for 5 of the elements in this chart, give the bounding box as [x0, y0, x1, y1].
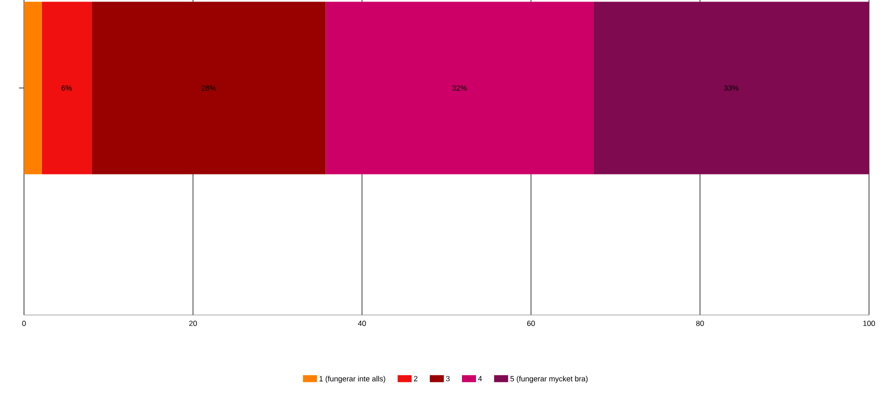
bar — [42, 2, 92, 174]
bar — [24, 2, 42, 174]
bar — [92, 2, 326, 174]
bar — [326, 2, 594, 174]
bar — [594, 2, 870, 174]
